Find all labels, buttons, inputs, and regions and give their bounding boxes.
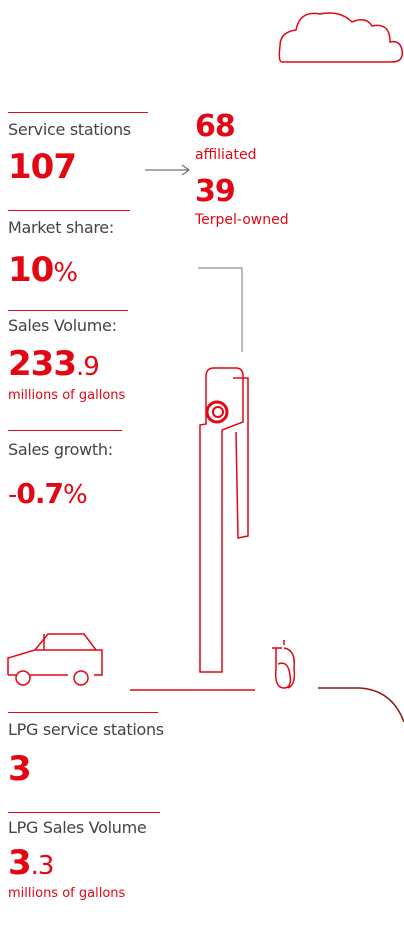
stat-number: 233.9 [8, 347, 99, 381]
stat-label: Market share: [8, 218, 114, 237]
suffix: % [53, 258, 77, 288]
rule [8, 210, 130, 211]
decimal: .3 [31, 851, 54, 881]
stat-number: 3.3 [8, 846, 53, 880]
stat-label: LPG service stations [8, 720, 164, 739]
breakdown-number: 68 [195, 112, 235, 142]
stat-number: -0.7% [8, 480, 87, 508]
stat-number: 107 [8, 150, 76, 184]
scooter [272, 640, 294, 688]
connector [198, 268, 242, 352]
stat-label: Sales Volume: [8, 316, 117, 335]
stat-label: LPG Sales Volume [8, 818, 146, 837]
number: 233 [8, 344, 76, 384]
pump-logo-inner [213, 407, 223, 417]
breakdown-label: affiliated [195, 147, 256, 163]
number: 0.7 [16, 477, 63, 510]
car [8, 634, 102, 675]
number: 10 [8, 250, 53, 290]
stat-label: Service stations [8, 120, 131, 139]
breakdown-label: Terpel-owned [195, 212, 289, 228]
pump-handle [233, 378, 248, 538]
rule [8, 712, 158, 713]
rule [8, 112, 148, 113]
road-curve [318, 688, 404, 722]
cloud-icon [279, 13, 402, 62]
decimal: .9 [76, 352, 99, 382]
stat-unit: millions of gallons [8, 886, 125, 901]
page: Service stations 107 68 affiliated 39 Te… [0, 0, 404, 934]
breakdown-number: 39 [195, 177, 235, 207]
rule [8, 430, 122, 431]
rule [8, 310, 128, 311]
stat-label: Sales growth: [8, 440, 113, 459]
stat-number: 10% [8, 253, 77, 287]
rule [8, 812, 160, 813]
stat-unit: millions of gallons [8, 388, 125, 403]
stat-number: 3 [8, 752, 31, 786]
car-wheel [16, 671, 30, 685]
number: 3 [8, 843, 31, 883]
car-wheel [74, 671, 88, 685]
suffix: % [63, 480, 87, 510]
